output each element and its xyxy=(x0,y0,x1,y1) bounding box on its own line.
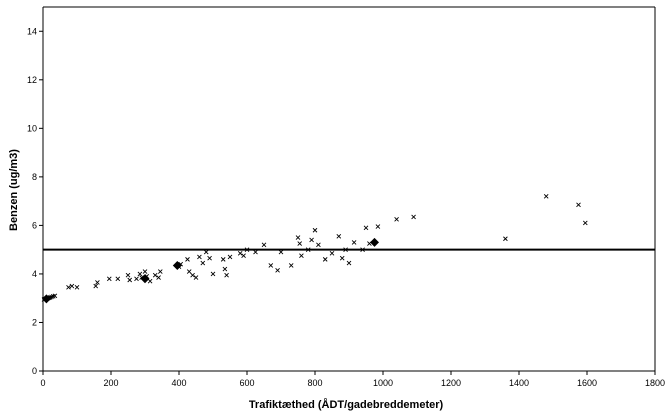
y-tick-label: 8 xyxy=(32,172,37,182)
data-point xyxy=(52,293,58,299)
data-point xyxy=(115,276,121,282)
x-tick-label: 800 xyxy=(307,378,322,388)
y-tick-label: 10 xyxy=(27,123,37,133)
data-point xyxy=(336,234,342,239)
data-point xyxy=(394,217,399,222)
data-point xyxy=(95,280,100,285)
data-point xyxy=(74,284,80,290)
x-tick-label: 1200 xyxy=(441,378,461,388)
data-point xyxy=(134,276,139,282)
data-point xyxy=(305,247,311,252)
x-tick-label: 0 xyxy=(40,378,45,388)
data-point xyxy=(66,284,71,290)
data-points xyxy=(41,193,588,304)
data-point xyxy=(322,257,328,262)
data-point xyxy=(137,271,143,277)
data-point xyxy=(220,257,226,262)
x-tick-label: 1800 xyxy=(645,378,665,388)
plot-frame xyxy=(42,6,656,372)
data-point xyxy=(207,255,212,261)
data-point-diamond xyxy=(41,294,51,304)
y-tick-label: 14 xyxy=(27,26,37,36)
data-point xyxy=(339,255,345,261)
x-tick-label: 200 xyxy=(103,378,118,388)
x-tick-label: 600 xyxy=(239,378,254,388)
data-point xyxy=(268,263,274,268)
data-point xyxy=(203,249,209,255)
data-point xyxy=(152,272,158,278)
data-point xyxy=(200,260,206,266)
data-point xyxy=(309,237,314,243)
data-point xyxy=(299,253,304,259)
data-point xyxy=(503,236,508,242)
data-point xyxy=(156,275,161,280)
data-point xyxy=(241,253,246,259)
data-point xyxy=(197,254,202,260)
y-tick-label: 2 xyxy=(32,317,37,327)
x-tick-label: 400 xyxy=(171,378,186,388)
data-point xyxy=(93,283,99,289)
data-point xyxy=(222,266,228,272)
data-point xyxy=(106,276,112,282)
y-tick-label: 12 xyxy=(27,75,37,85)
data-point xyxy=(363,225,369,231)
data-point xyxy=(375,224,381,229)
data-point xyxy=(329,250,335,256)
data-point xyxy=(224,272,229,278)
data-point-diamond xyxy=(140,274,150,284)
data-point xyxy=(582,220,588,226)
data-point xyxy=(411,214,416,220)
data-point-diamond xyxy=(172,260,182,270)
data-point xyxy=(210,271,216,277)
data-point xyxy=(543,193,549,199)
data-point xyxy=(346,260,352,266)
y-tick-label: 6 xyxy=(32,220,37,230)
data-point xyxy=(125,272,131,278)
data-point xyxy=(142,269,148,274)
data-point xyxy=(193,275,199,280)
data-point xyxy=(275,267,280,273)
data-point xyxy=(69,283,75,289)
y-tick-label: 0 xyxy=(32,366,37,376)
data-point xyxy=(278,249,284,255)
x-tick-label: 1400 xyxy=(509,378,529,388)
data-point xyxy=(343,247,348,252)
data-point xyxy=(576,202,581,208)
data-point-diamond xyxy=(370,237,379,247)
data-point xyxy=(316,242,321,248)
data-point xyxy=(295,235,301,240)
data-point xyxy=(244,247,250,252)
data-point xyxy=(261,242,267,248)
x-tick-label: 1600 xyxy=(577,378,597,388)
data-point xyxy=(237,250,243,256)
data-point xyxy=(288,263,294,268)
data-point xyxy=(185,257,190,262)
data-point xyxy=(190,272,195,278)
x-tick-label: 1000 xyxy=(373,378,393,388)
data-point xyxy=(297,241,303,246)
x-axis-title: Trafiktæthed (ÅDT/gadebreddemeter) xyxy=(249,398,444,411)
data-point xyxy=(360,247,365,252)
data-point xyxy=(157,269,163,274)
data-point xyxy=(147,278,153,284)
y-tick-label: 4 xyxy=(32,269,37,279)
y-axis-title: Benzen (ug/m3) xyxy=(8,149,20,231)
data-point xyxy=(127,277,133,283)
data-point xyxy=(351,240,357,245)
data-point xyxy=(253,249,258,255)
data-point xyxy=(312,227,318,233)
axis-ticks: 0 200 400 600 800 1000 1200 1400 1600 1800 0 2 4 6 8 10… xyxy=(27,26,665,388)
data-point xyxy=(227,254,233,260)
data-point xyxy=(186,269,192,274)
